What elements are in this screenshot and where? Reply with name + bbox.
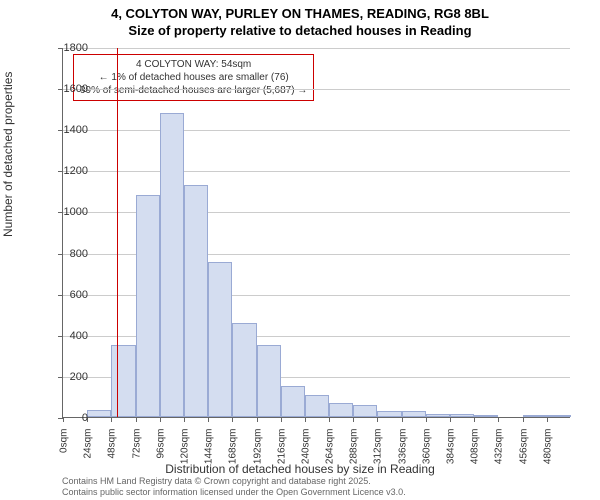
y-axis-label: Number of detached properties	[1, 72, 15, 237]
x-tick-mark	[329, 417, 330, 422]
plot-area: 4 COLYTON WAY: 54sqm ← 1% of detached ho…	[62, 48, 570, 418]
x-tick-label: 384sqm	[446, 429, 457, 479]
histogram-bar	[208, 262, 232, 417]
histogram-bar	[523, 415, 547, 417]
chart-container: 4, COLYTON WAY, PURLEY ON THAMES, READIN…	[0, 0, 600, 500]
x-tick-mark	[474, 417, 475, 422]
x-tick-label: 456sqm	[518, 429, 529, 479]
x-tick-label: 480sqm	[542, 429, 553, 479]
histogram-bar	[353, 405, 377, 417]
histogram-bar	[329, 403, 353, 417]
histogram-bar	[160, 113, 184, 417]
histogram-bar	[257, 345, 281, 417]
y-tick-label: 200	[48, 371, 88, 383]
annotation-line-3: 99% of semi-detached houses are larger (…	[80, 84, 307, 97]
x-tick-label: 72sqm	[131, 429, 142, 479]
x-tick-label: 336sqm	[397, 429, 408, 479]
y-tick-label: 1600	[48, 83, 88, 95]
y-tick-label: 1400	[48, 124, 88, 136]
x-tick-label: 96sqm	[155, 429, 166, 479]
title-line-1: 4, COLYTON WAY, PURLEY ON THAMES, READIN…	[0, 6, 600, 23]
x-tick-mark	[208, 417, 209, 422]
x-tick-label: 24sqm	[83, 429, 94, 479]
x-tick-label: 240sqm	[300, 429, 311, 479]
x-tick-mark	[305, 417, 306, 422]
x-tick-mark	[547, 417, 548, 422]
x-tick-label: 288sqm	[349, 429, 360, 479]
histogram-bar	[136, 195, 160, 417]
histogram-bar	[450, 414, 474, 417]
annotation-box: 4 COLYTON WAY: 54sqm ← 1% of detached ho…	[73, 54, 314, 101]
x-tick-label: 360sqm	[421, 429, 432, 479]
histogram-bar	[87, 410, 111, 417]
footer: Contains HM Land Registry data © Crown c…	[62, 476, 406, 498]
grid-line	[63, 89, 570, 90]
grid-line	[63, 130, 570, 131]
x-tick-mark	[450, 417, 451, 422]
histogram-bar	[402, 411, 426, 417]
x-tick-label: 408sqm	[470, 429, 481, 479]
annotation-line-2: ← 1% of detached houses are smaller (76)	[80, 71, 307, 84]
x-tick-label: 192sqm	[252, 429, 263, 479]
x-tick-mark	[353, 417, 354, 422]
x-tick-mark	[136, 417, 137, 422]
title-line-2: Size of property relative to detached ho…	[0, 23, 600, 40]
histogram-bar	[547, 415, 571, 417]
histogram-bar	[305, 395, 329, 417]
grid-line	[63, 171, 570, 172]
x-tick-mark	[160, 417, 161, 422]
histogram-bar	[232, 323, 256, 417]
x-tick-label: 264sqm	[325, 429, 336, 479]
y-tick-label: 600	[48, 289, 88, 301]
x-tick-label: 168sqm	[228, 429, 239, 479]
grid-line	[63, 48, 570, 49]
x-tick-label: 0sqm	[59, 429, 70, 479]
x-tick-mark	[281, 417, 282, 422]
y-tick-label: 1800	[48, 42, 88, 54]
histogram-bar	[184, 185, 208, 417]
footer-line-2: Contains public sector information licen…	[62, 487, 406, 498]
x-tick-mark	[184, 417, 185, 422]
x-tick-mark	[232, 417, 233, 422]
x-tick-mark	[377, 417, 378, 422]
y-tick-label: 800	[48, 248, 88, 260]
x-tick-label: 144sqm	[204, 429, 215, 479]
histogram-bar	[281, 386, 305, 417]
x-tick-mark	[402, 417, 403, 422]
x-tick-mark	[523, 417, 524, 422]
y-tick-label: 1000	[48, 206, 88, 218]
x-tick-mark	[426, 417, 427, 422]
title-block: 4, COLYTON WAY, PURLEY ON THAMES, READIN…	[0, 0, 600, 40]
reference-line	[117, 48, 118, 417]
x-tick-label: 120sqm	[179, 429, 190, 479]
histogram-bar	[111, 345, 135, 417]
x-tick-mark	[111, 417, 112, 422]
x-tick-label: 312sqm	[373, 429, 384, 479]
x-tick-mark	[257, 417, 258, 422]
histogram-bar	[426, 414, 450, 417]
y-tick-label: 0	[48, 412, 88, 424]
histogram-bar	[377, 411, 401, 417]
y-tick-label: 1200	[48, 165, 88, 177]
annotation-line-1: 4 COLYTON WAY: 54sqm	[80, 58, 307, 71]
histogram-bar	[474, 415, 498, 417]
x-tick-label: 432sqm	[494, 429, 505, 479]
x-tick-label: 48sqm	[107, 429, 118, 479]
x-tick-label: 216sqm	[276, 429, 287, 479]
x-tick-mark	[498, 417, 499, 422]
y-tick-label: 400	[48, 330, 88, 342]
